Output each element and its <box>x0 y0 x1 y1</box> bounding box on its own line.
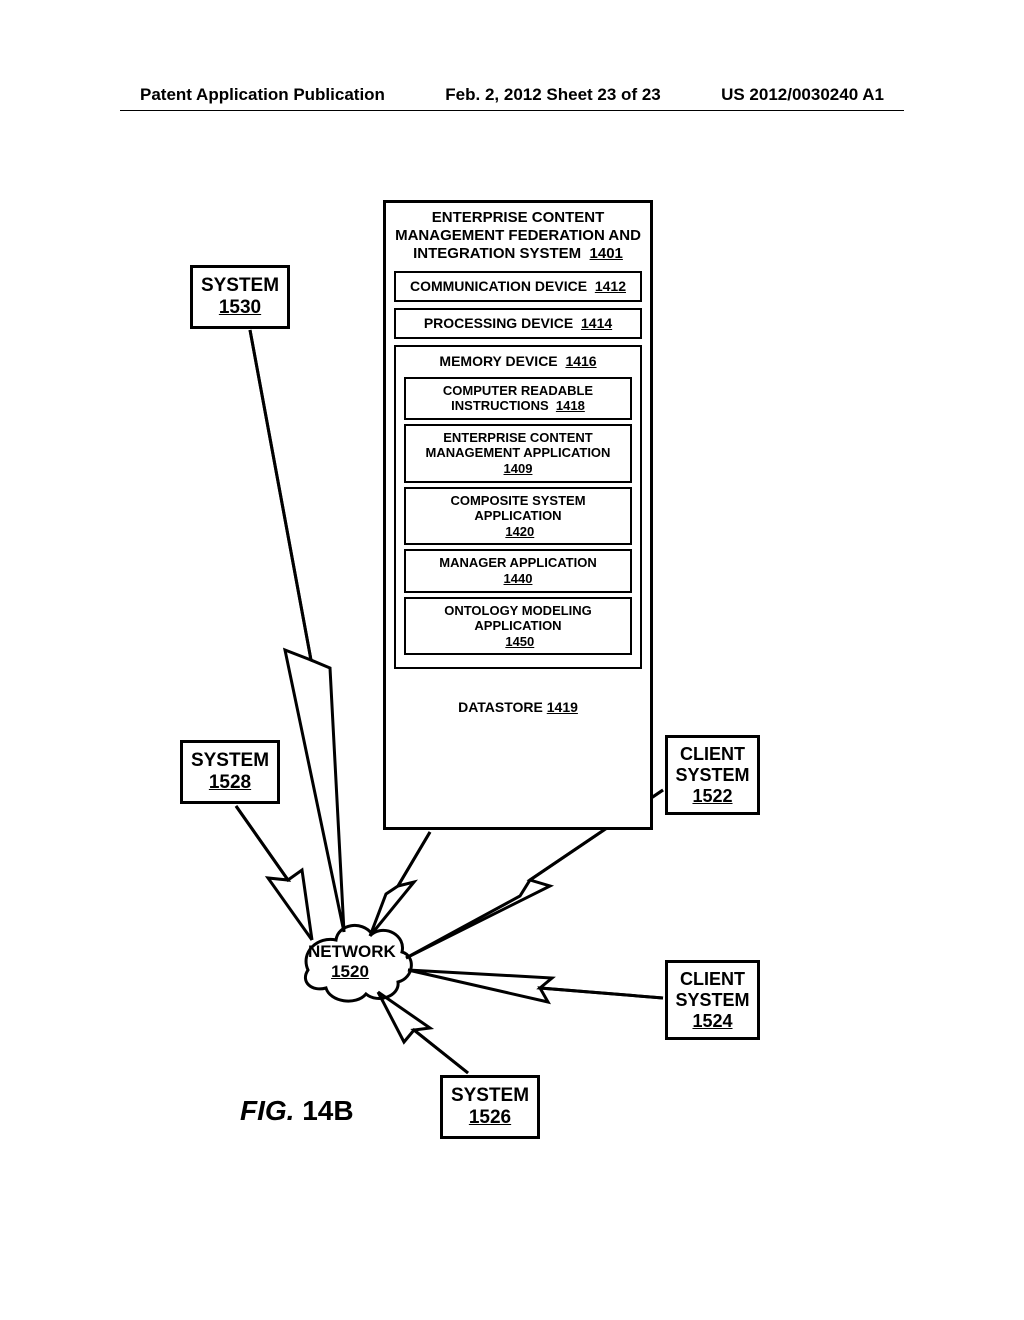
comm-device-box: COMMUNICATION DEVICE 1412 <box>394 271 642 302</box>
header-left: Patent Application Publication <box>140 85 385 105</box>
diagram: ENTERPRISE CONTENT MANAGEMENT FEDERATION… <box>0 180 1024 1240</box>
client-1524-box: CLIENT SYSTEM 1524 <box>665 960 760 1040</box>
system-1528-box: SYSTEM 1528 <box>180 740 280 804</box>
figure-label: FIG. 14B <box>240 1095 354 1127</box>
bolt-1528-network <box>236 806 312 940</box>
datastore-box: DATASTORE 1419 <box>443 677 593 733</box>
header-center: Feb. 2, 2012 Sheet 23 of 23 <box>445 85 660 105</box>
system-1530-box: SYSTEM 1530 <box>190 265 290 329</box>
bolt-1530-network <box>250 330 344 932</box>
page: Patent Application Publication Feb. 2, 2… <box>0 0 1024 1320</box>
cri-box: COMPUTER READABLE INSTRUCTIONS 1418 <box>404 377 632 420</box>
ecma-box: ENTERPRISE CONTENT MANAGEMENT APPLICATIO… <box>404 424 632 483</box>
header-rule <box>120 110 904 111</box>
csa-box: COMPOSITE SYSTEM APPLICATION 1420 <box>404 487 632 546</box>
page-header: Patent Application Publication Feb. 2, 2… <box>0 85 1024 105</box>
system-1526-box: SYSTEM 1526 <box>440 1075 540 1139</box>
manager-box: MANAGER APPLICATION 1440 <box>404 549 632 592</box>
client-1522-box: CLIENT SYSTEM 1522 <box>665 735 760 815</box>
memory-device-box: MEMORY DEVICE 1416 COMPUTER READABLE INS… <box>394 345 642 670</box>
ontology-box: ONTOLOGY MODELING APPLICATION 1450 <box>404 597 632 656</box>
main-title: ENTERPRISE CONTENT MANAGEMENT FEDERATION… <box>386 203 650 265</box>
header-right: US 2012/0030240 A1 <box>721 85 884 105</box>
processing-device-box: PROCESSING DEVICE 1414 <box>394 308 642 339</box>
network-label: NETWORK 1520 <box>308 942 392 982</box>
main-system-box: ENTERPRISE CONTENT MANAGEMENT FEDERATION… <box>383 200 653 830</box>
